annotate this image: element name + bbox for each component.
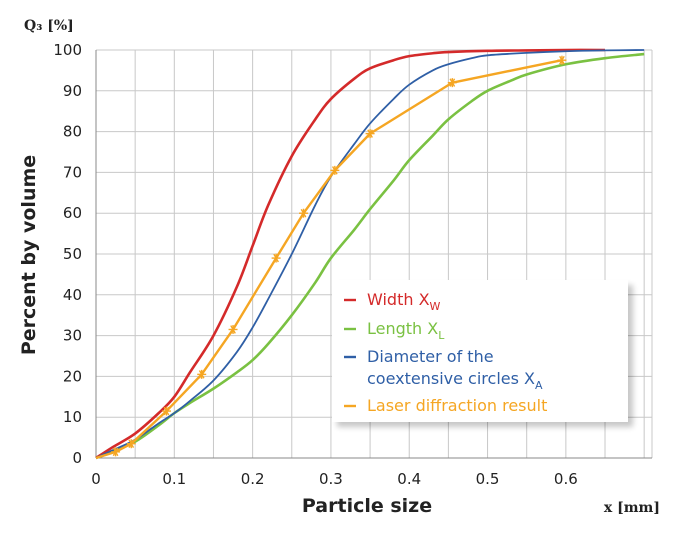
series-width-x — [95, 48, 606, 460]
series-line — [95, 48, 606, 460]
data-point-marker — [228, 324, 238, 334]
y-tick-label: 20 — [63, 367, 82, 385]
legend-entry: Width XW — [344, 290, 441, 313]
series-line — [95, 59, 563, 460]
y-tick-label: 60 — [63, 204, 82, 222]
x-tick-label: 0.2 — [241, 470, 265, 488]
y-axis-title: Percent by volume — [18, 155, 40, 355]
legend-label: Width XW — [367, 290, 441, 313]
x-tick-label: 0.4 — [397, 470, 421, 488]
y-tick-label: 30 — [63, 327, 82, 345]
x-tick-label: 0.6 — [554, 470, 578, 488]
data-point-marker — [161, 406, 171, 416]
legend-entry: Length XL — [344, 319, 445, 342]
y-tick-label: 90 — [63, 82, 82, 100]
y-tick-label: 100 — [53, 41, 82, 59]
data-point-marker — [111, 447, 121, 457]
y-tick-label: 10 — [63, 408, 82, 426]
x-tick-labels: 0 0.1 0.2 0.3 0.4 0.5 0.6 — [91, 470, 578, 488]
legend-entry: Laser diffraction result — [344, 396, 547, 415]
y-tick-label: 40 — [63, 286, 82, 304]
legend: Width XW Length XL Diameter of the coextens… — [332, 280, 633, 427]
data-point-marker — [197, 369, 207, 379]
data-point-marker — [271, 253, 281, 263]
x-tick-label: 0 — [91, 470, 101, 488]
legend-label: Laser diffraction result — [367, 396, 547, 415]
series-layer — [95, 48, 645, 460]
legend-label: Diameter of the coextensive circles XA — [367, 347, 543, 392]
legend-items: Width XW Length XL Diameter of the coextens… — [344, 290, 547, 415]
data-point-marker — [126, 439, 136, 449]
legend-label: Length XL — [367, 319, 445, 342]
legend-entry: Diameter of the coextensive circles XA — [344, 347, 543, 392]
series-laser-diffraction-result — [95, 55, 567, 460]
y-tick-label: 0 — [72, 449, 82, 467]
data-point-marker — [330, 165, 340, 175]
y-tick-label: 70 — [63, 163, 82, 181]
x-tick-label: 0.1 — [162, 470, 186, 488]
data-point-marker — [299, 208, 309, 218]
legend-box — [332, 280, 628, 422]
x-axis-unit: x [mm] — [604, 500, 660, 516]
x-tick-label: 0.5 — [476, 470, 500, 488]
data-point-marker — [557, 55, 567, 65]
x-axis-title: Particle size — [302, 495, 432, 517]
y-tick-label: 80 — [63, 123, 82, 141]
data-point-marker — [365, 129, 375, 139]
data-point-marker — [447, 78, 457, 88]
y-tick-labels: 0 10 20 30 40 50 60 70 80 90 100 — [53, 41, 82, 467]
y-axis-unit: Q₃ [%] — [24, 18, 74, 34]
y-tick-label: 50 — [63, 245, 82, 263]
x-tick-label: 0.3 — [319, 470, 343, 488]
